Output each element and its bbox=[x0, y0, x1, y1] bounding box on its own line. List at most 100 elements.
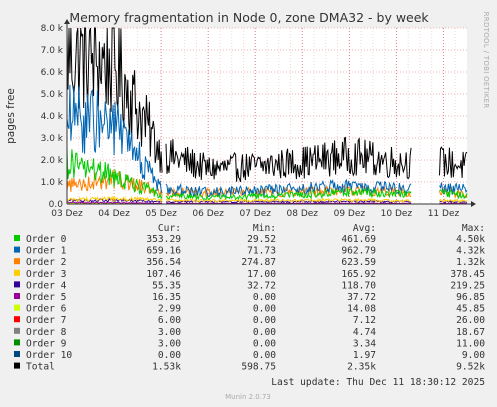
legend-row-avg: 118.70 bbox=[341, 280, 376, 291]
legend-row-max: 96.85 bbox=[456, 292, 485, 303]
legend-row-min: 0.00 bbox=[253, 327, 276, 338]
legend-row-avg: 623.59 bbox=[341, 257, 376, 268]
legend-swatch bbox=[14, 258, 20, 265]
legend-swatch bbox=[14, 235, 20, 241]
y-tick-label: 8.0 k bbox=[41, 24, 64, 34]
legend-row-min: 0.00 bbox=[253, 304, 276, 315]
legend-row-min: 0.00 bbox=[253, 338, 276, 349]
legend-row-name: Order 3 bbox=[26, 269, 67, 280]
legend-row-min: 0.00 bbox=[253, 292, 276, 303]
x-tick-label: 09 Dez bbox=[334, 209, 366, 219]
y-tick-label: 2.0 k bbox=[41, 156, 64, 166]
legend-row-max: 9.00 bbox=[462, 350, 485, 361]
legend-row-cur: 6.00 bbox=[158, 315, 181, 326]
legend-row-avg: 37.72 bbox=[347, 292, 376, 303]
legend-table: Cur: Min: Avg: Max: Order 0 353.29 29.52 461.69… bbox=[14, 223, 485, 373]
legend-swatch bbox=[14, 293, 20, 299]
legend-row-min: 17.00 bbox=[247, 269, 276, 280]
series-line-order-1 bbox=[66, 84, 468, 198]
legend-row-max: 18.67 bbox=[456, 327, 485, 338]
legend-row-cur: 3.00 bbox=[158, 327, 181, 338]
legend-row-avg: 14.08 bbox=[347, 304, 376, 315]
y-axis-label: pages free bbox=[5, 88, 17, 144]
legend-row-name: Order 5 bbox=[26, 292, 66, 303]
series-line-order-0 bbox=[66, 149, 468, 202]
x-tick-label: 03 Dez bbox=[51, 209, 83, 219]
y-tick-label: 4.0 k bbox=[41, 112, 64, 122]
legend-row-avg: 461.69 bbox=[341, 234, 376, 245]
legend-row-min: 71.73 bbox=[247, 246, 276, 257]
legend-row-name: Order 4 bbox=[26, 280, 67, 291]
legend-row-cur: 353.29 bbox=[146, 234, 181, 245]
legend-row-cur: 16.35 bbox=[152, 292, 181, 303]
x-tick-label: 08 Dez bbox=[287, 209, 319, 219]
legend-header-cur: Cur: bbox=[158, 223, 181, 234]
y-tick-label: 5.0 k bbox=[41, 90, 64, 100]
legend-row-name: Order 6 bbox=[26, 304, 67, 315]
legend-row-avg: 165.92 bbox=[341, 269, 376, 280]
legend-row-cur: 1.53k bbox=[152, 362, 181, 373]
legend-row-cur: 659.16 bbox=[146, 246, 181, 257]
legend-header-avg: Avg: bbox=[353, 223, 376, 234]
legend-row-avg: 2.35k bbox=[347, 362, 376, 373]
legend-row-avg: 1.97 bbox=[353, 350, 376, 361]
legend-row-name: Order 8 bbox=[26, 327, 67, 338]
legend-row-max: 1.32k bbox=[456, 257, 485, 268]
legend-swatch bbox=[14, 351, 20, 357]
legend-row-name: Order 1 bbox=[26, 246, 67, 257]
chart-title: Memory fragmentation in Node 0, zone DMA… bbox=[69, 10, 429, 25]
x-tick-label: 07 Dez bbox=[239, 209, 271, 219]
legend-swatch bbox=[14, 327, 20, 334]
legend-header-max: Max: bbox=[462, 223, 485, 234]
legend-row-cur: 2.99 bbox=[158, 304, 181, 315]
x-tick-label: 10 Dez bbox=[381, 209, 413, 219]
legend-row-max: 45.85 bbox=[456, 304, 485, 315]
axes: 0.0 1.0 k 2.0 k 3.0 k 4.0 k 5.0 k 6.0 k 7.0 k 8.… bbox=[41, 19, 476, 219]
legend-swatch bbox=[14, 281, 20, 288]
legend-row-min: 29.52 bbox=[247, 234, 276, 245]
legend-row-name: Order 0 bbox=[26, 234, 67, 245]
legend-swatch bbox=[14, 304, 20, 311]
legend-row-min: 598.75 bbox=[241, 362, 276, 373]
legend-row-min: 32.72 bbox=[247, 280, 276, 291]
legend-row-min: 0.00 bbox=[253, 315, 276, 326]
legend-row-cur: 3.00 bbox=[158, 338, 181, 349]
legend-row-max: 4.32k bbox=[456, 246, 485, 257]
y-tick-label: 3.0 k bbox=[41, 134, 64, 144]
y-tick-label: 1.0 k bbox=[41, 178, 64, 188]
legend-row-cur: 356.54 bbox=[146, 257, 181, 268]
rrdtool-credit: RRDTOOL / TOBI OETIKER bbox=[482, 12, 490, 109]
legend-swatch bbox=[14, 316, 20, 323]
legend-row-cur: 107.46 bbox=[146, 269, 181, 280]
y-axis-arrow bbox=[64, 19, 70, 24]
x-tick-label: 06 Dez bbox=[192, 209, 224, 219]
y-tick-label: 6.0 k bbox=[41, 68, 64, 78]
series-line-total bbox=[66, 27, 468, 182]
legend-row-name: Total bbox=[26, 362, 55, 373]
legend-row-avg: 4.74 bbox=[353, 327, 376, 338]
legend-swatch bbox=[14, 339, 20, 346]
legend-row-avg: 3.34 bbox=[353, 338, 376, 349]
legend-row-min: 0.00 bbox=[253, 350, 276, 361]
legend-row-name: Order 2 bbox=[26, 257, 66, 268]
legend-row-max: 9.52k bbox=[456, 362, 485, 373]
legend-row-max: 378.45 bbox=[450, 269, 485, 280]
legend-row-max: 11.00 bbox=[456, 338, 485, 349]
legend-row-name: Order 10 bbox=[26, 350, 72, 361]
legend-row-avg: 7.12 bbox=[353, 315, 376, 326]
legend-swatch bbox=[14, 246, 20, 253]
series-line-order-3 bbox=[66, 195, 468, 204]
last-update: Last update: Thu Dec 11 18:30:12 2025 bbox=[271, 377, 485, 388]
y-tick-label: 7.0 k bbox=[41, 46, 64, 56]
x-axis-arrow bbox=[471, 201, 476, 207]
x-tick-label: 04 Dez bbox=[98, 209, 130, 219]
legend-row-name: Order 9 bbox=[26, 338, 67, 349]
legend-swatch bbox=[14, 362, 20, 369]
legend-row-min: 274.87 bbox=[241, 257, 276, 268]
legend-row-max: 4.50k bbox=[456, 234, 485, 245]
legend-row-max: 219.25 bbox=[450, 280, 485, 291]
legend-row-cur: 0.00 bbox=[158, 350, 181, 361]
legend-row-max: 26.00 bbox=[456, 315, 485, 326]
legend-header-min: Min: bbox=[253, 223, 276, 234]
